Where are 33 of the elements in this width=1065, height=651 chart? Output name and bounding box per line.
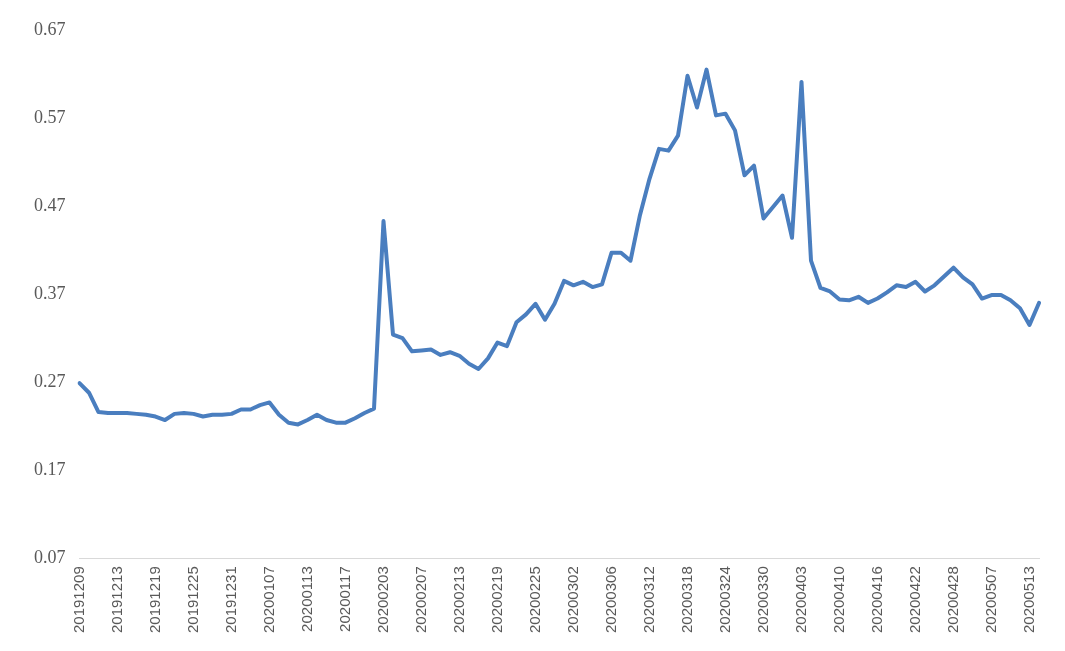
x-tick-label: 20200107 [259, 566, 277, 634]
x-tick-label: 20200207 [411, 566, 429, 634]
x-tick-label: 20200203 [373, 566, 391, 634]
x-tick-label: 20200312 [639, 566, 657, 634]
x-tick-label: 20200318 [677, 566, 695, 634]
x-tick-label: 20200403 [791, 566, 809, 634]
y-tick-label: 0.37 [34, 282, 66, 303]
x-tick-label: 20191209 [69, 566, 87, 634]
x-tick-label: 20191225 [183, 566, 201, 634]
x-tick-label: 20200330 [753, 566, 771, 634]
x-tick-label: 20200416 [867, 566, 885, 634]
y-tick-label: 0.57 [34, 106, 66, 127]
x-tick-label: 20191219 [145, 566, 163, 634]
y-tick-label: 0.27 [34, 370, 66, 391]
x-tick-label: 20200113 [297, 566, 315, 632]
x-tick-label: 20200507 [981, 566, 999, 634]
y-tick-label: 0.67 [34, 18, 66, 39]
x-tick-label: 20200302 [563, 566, 581, 634]
x-tick-label: 20200513 [1019, 566, 1037, 634]
x-tick-label: 20200410 [829, 566, 847, 634]
y-tick-label: 0.17 [34, 458, 66, 479]
x-tick-label: 20191231 [221, 566, 239, 634]
y-tick-label: 0.07 [34, 547, 66, 567]
x-tick-label: 20200213 [449, 566, 467, 634]
x-tick-label: 20200306 [601, 566, 619, 634]
x-tick-label: 20200225 [525, 566, 543, 634]
x-tick-label: 20200422 [905, 566, 923, 634]
y-tick-label: 0.47 [34, 194, 66, 215]
x-tick-label: 20200324 [715, 566, 733, 634]
x-tick-label: 20200117 [335, 566, 353, 632]
x-tick-label: 20200219 [487, 566, 505, 634]
x-tick-label: 20200428 [943, 566, 961, 634]
x-tick-label: 20191213 [107, 566, 125, 634]
